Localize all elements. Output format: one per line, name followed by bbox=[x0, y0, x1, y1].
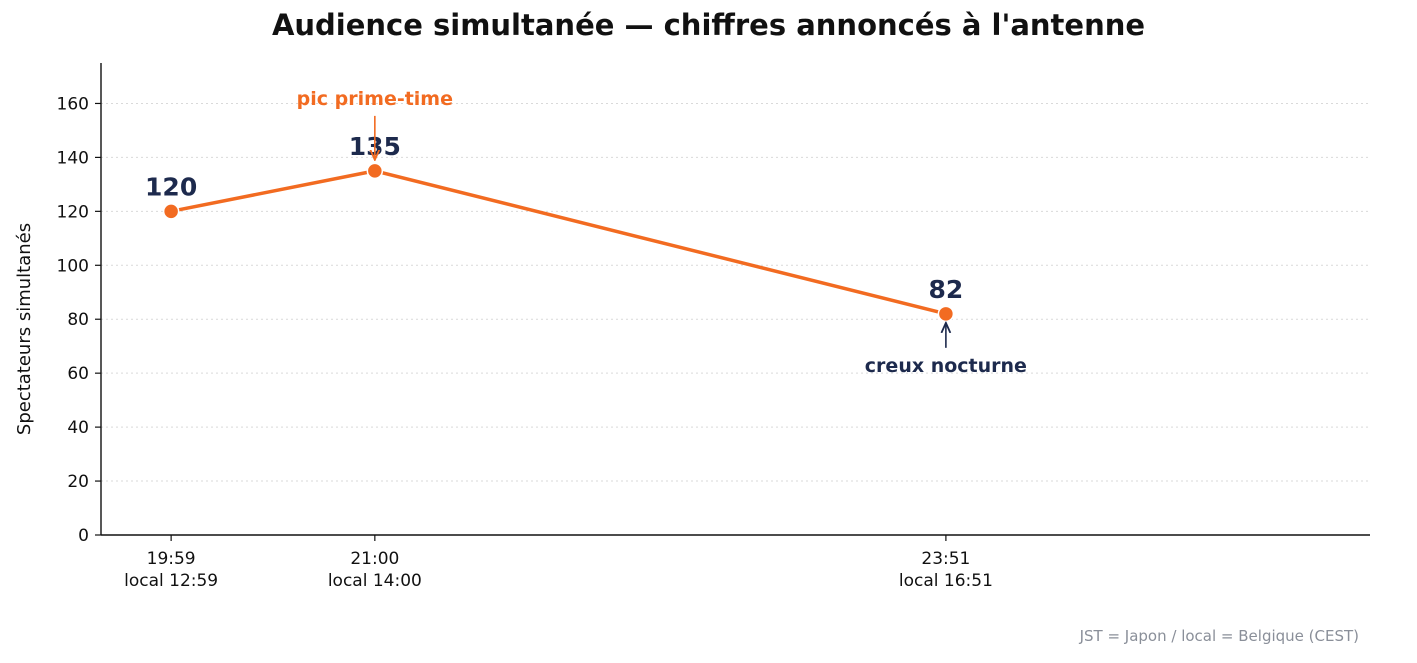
data-point bbox=[937, 305, 955, 323]
y-tick-label: 0 bbox=[78, 526, 89, 546]
data-point bbox=[162, 203, 180, 220]
annotation-label: creux nocturne bbox=[865, 355, 1027, 377]
x-tick-label: 19:59 bbox=[147, 549, 196, 569]
y-tick-label: 60 bbox=[67, 364, 89, 384]
data-value-label: 120 bbox=[145, 172, 197, 201]
x-tick-sublabel: local 16:51 bbox=[899, 571, 993, 591]
x-tick-label: 23:51 bbox=[921, 549, 970, 569]
series bbox=[162, 162, 955, 323]
gridlines bbox=[101, 102, 1370, 482]
data-point bbox=[366, 162, 384, 180]
y-tick-label: 80 bbox=[67, 310, 89, 330]
series-line bbox=[170, 169, 947, 316]
annotation-label: pic prime-time bbox=[297, 88, 453, 110]
y-tick-label: 100 bbox=[57, 256, 89, 276]
chart-title: Audience simultanée — chiffres annoncés … bbox=[271, 8, 1146, 42]
footnote: JST = Japon / local = Belgique (CEST) bbox=[1079, 627, 1359, 645]
y-tick-label: 40 bbox=[67, 418, 89, 438]
y-tick-label: 120 bbox=[57, 202, 89, 222]
x-tick-label: 21:00 bbox=[350, 549, 399, 569]
y-tick-label: 160 bbox=[57, 94, 89, 114]
axes: 0 20 40 60 80 100 120 140 160 Spectateurs simulta… bbox=[14, 63, 1370, 591]
y-tick-label: 140 bbox=[57, 148, 89, 168]
x-tick-sublabel: local 14:00 bbox=[328, 571, 422, 591]
y-axis-label: Spectateurs simultanés bbox=[14, 223, 35, 435]
y-tick-label: 20 bbox=[67, 472, 89, 492]
data-value-label: 82 bbox=[928, 275, 963, 304]
x-tick-sublabel: local 12:59 bbox=[124, 571, 218, 591]
